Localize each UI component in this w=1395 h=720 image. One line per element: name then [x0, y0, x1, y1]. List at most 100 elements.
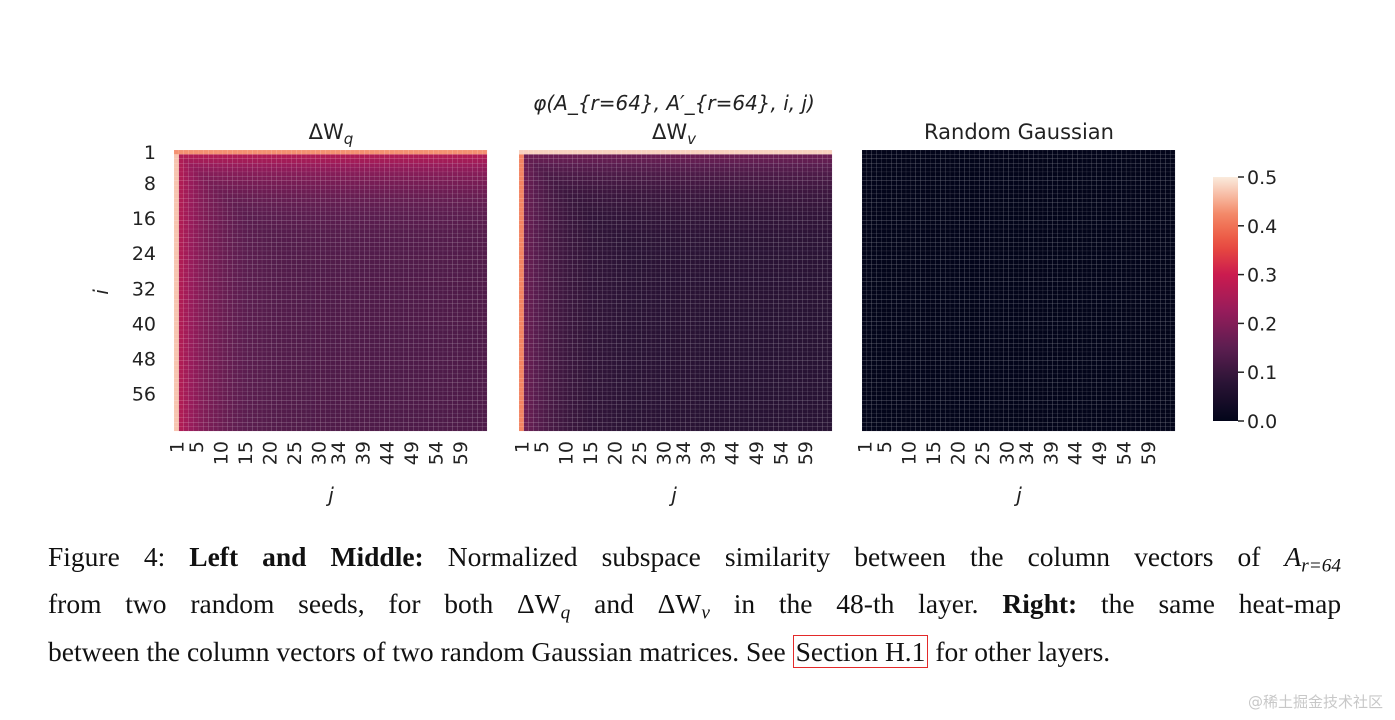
heatmap-cell — [188, 277, 194, 282]
heatmap-cell — [364, 351, 370, 357]
heatmap-cell — [452, 285, 458, 291]
heatmap-cell — [477, 391, 483, 397]
heatmap-cell — [340, 312, 346, 318]
heatmap-cell — [567, 162, 574, 168]
heatmap-cell — [822, 184, 828, 190]
heatmap-cell — [188, 237, 194, 243]
heatmap-cell — [340, 426, 346, 432]
heatmap-cell — [437, 373, 444, 379]
heatmap-cell — [548, 184, 554, 190]
heatmap-cell — [256, 158, 263, 164]
heatmap-cell — [369, 268, 375, 274]
heatmap-cell — [325, 404, 331, 410]
heatmap-cell — [562, 154, 569, 160]
heatmap-cell — [261, 325, 268, 331]
heatmap-cell — [802, 180, 808, 186]
heatmap-cell — [408, 154, 414, 160]
heatmap-cell — [782, 154, 789, 160]
heatmap-cell — [310, 228, 317, 234]
heatmap-cell — [232, 408, 238, 414]
heatmap-cell — [636, 206, 642, 212]
heatmap-cell — [428, 307, 434, 313]
heatmap-cell — [208, 382, 214, 388]
heatmap-cell — [276, 303, 282, 309]
heatmap-cell — [300, 391, 307, 397]
heatmap-cell — [393, 325, 400, 331]
heatmap-cell — [286, 154, 292, 160]
heatmap-cell — [344, 211, 351, 217]
heatmap-cell — [753, 176, 759, 181]
heatmap-cell — [296, 373, 302, 379]
heatmap-cell — [310, 395, 317, 401]
heatmap-cell — [310, 198, 317, 203]
heatmap-cell — [325, 373, 331, 379]
heatmap-cell — [203, 228, 209, 234]
heatmap-cell — [369, 364, 375, 370]
heatmap-cell — [403, 321, 409, 326]
heatmap-cell — [188, 228, 194, 234]
heatmap-cell — [418, 299, 424, 304]
heatmap-cell — [193, 334, 199, 340]
heatmap-cell — [467, 316, 473, 322]
heatmap-cell — [300, 162, 307, 168]
heatmap-cell — [457, 193, 463, 199]
heatmap-cell — [543, 206, 549, 212]
heatmap-cell — [601, 171, 608, 177]
heatmap-cell — [403, 307, 409, 313]
heatmap-cell — [198, 329, 204, 335]
heatmap-cell — [198, 316, 204, 322]
heatmap-cell — [198, 395, 204, 401]
heatmap-cell — [315, 246, 321, 252]
heatmap-cell — [398, 382, 405, 388]
heatmap-cell — [393, 171, 400, 177]
heatmap-cell — [335, 413, 341, 419]
heatmap-cell — [384, 198, 390, 203]
heatmap-cell — [193, 180, 199, 186]
heatmap-cell — [472, 167, 478, 173]
heatmap-cell — [247, 316, 253, 322]
heatmap-cell — [403, 391, 409, 397]
heatmap-cell — [300, 400, 307, 405]
heatmap-cell — [325, 351, 331, 357]
heatmap-cell — [481, 171, 488, 177]
heatmap-cell — [281, 400, 287, 405]
heatmap-cell — [276, 211, 282, 217]
heatmap-cell — [567, 154, 574, 160]
heatmap-cell — [437, 294, 444, 300]
heatmap-cell — [198, 373, 204, 379]
heatmap-cell — [217, 242, 224, 247]
heatmap-cell — [344, 193, 351, 199]
heatmap-cell — [694, 198, 701, 203]
heatmap-cell — [261, 413, 268, 419]
heatmap-cell — [178, 382, 185, 388]
heatmap-cell — [457, 255, 463, 260]
heatmap-cell — [276, 325, 282, 331]
heatmap-cell — [685, 180, 691, 186]
heatmap-cell — [340, 294, 346, 300]
heatmap-cell — [616, 149, 622, 155]
heatmap-cell — [773, 158, 779, 164]
heatmap-cell — [379, 290, 385, 296]
heatmap-cell — [452, 180, 458, 186]
heatmap-cell — [256, 408, 263, 414]
heatmap-cell — [325, 162, 331, 168]
heatmap-cell — [252, 250, 258, 256]
heatmap-cell — [203, 426, 209, 432]
heatmap-cell — [403, 180, 409, 186]
heatmap-cell — [384, 386, 390, 392]
heatmap-cell — [325, 364, 331, 370]
heatmap-cell — [403, 193, 409, 199]
heatmap-cell — [437, 277, 444, 282]
heatmap-cell — [650, 154, 657, 160]
heatmap-cell — [423, 413, 429, 419]
heatmap-cell — [442, 382, 449, 388]
heatmap-cell — [393, 189, 400, 195]
heatmap-cell — [481, 294, 488, 300]
heatmap-cell — [261, 189, 268, 195]
heatmap-cell — [389, 263, 395, 269]
heatmap-cell — [227, 325, 233, 331]
heatmap-cell — [203, 382, 209, 388]
heatmap-cell — [403, 373, 409, 379]
heatmap-cell — [335, 369, 341, 375]
heatmap-cell — [433, 250, 439, 256]
